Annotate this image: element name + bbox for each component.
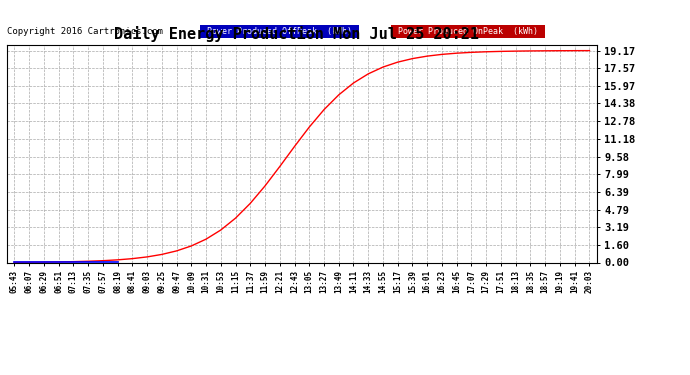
Text: Power Produced OffPeak  (kWh): Power Produced OffPeak (kWh): [201, 27, 357, 36]
Text: Copyright 2016 Cartronics.com: Copyright 2016 Cartronics.com: [7, 27, 163, 36]
Text: Power Produced OnPeak  (kWh): Power Produced OnPeak (kWh): [393, 27, 543, 36]
Text: Daily Energy Production Mon Jul 25 20:21: Daily Energy Production Mon Jul 25 20:21: [115, 26, 479, 42]
